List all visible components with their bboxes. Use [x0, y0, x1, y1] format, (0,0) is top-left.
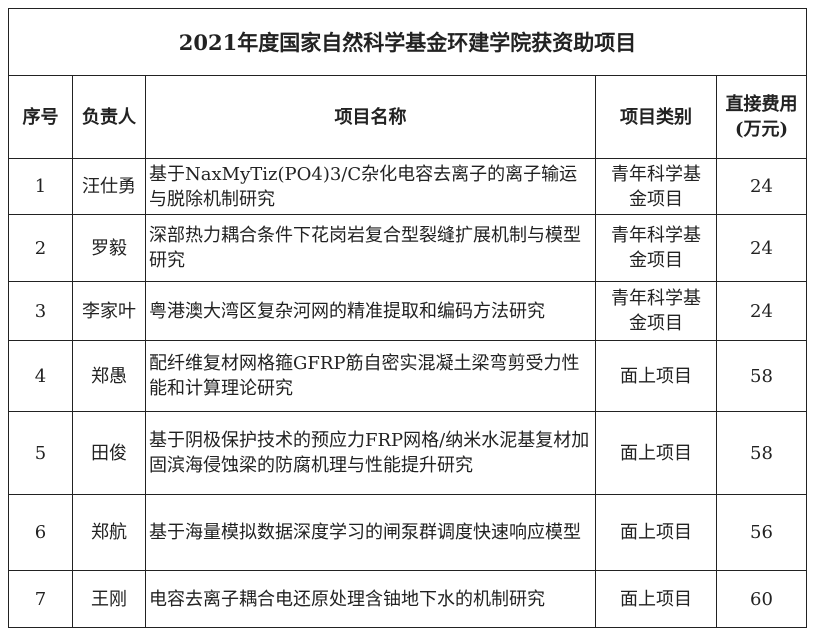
row-category: 面上项目: [595, 494, 717, 571]
header-row: 序号 负责人 项目名称 项目类别 直接费用(万元): [8, 75, 808, 159]
row-funding: 58: [715, 340, 808, 412]
table-row: 6 郑航 基于海量模拟数据深度学习的闸泵群调度快速响应模型 面上项目 56: [8, 494, 808, 571]
row-funding: 56: [715, 494, 808, 571]
row-funding: 24: [715, 281, 808, 341]
row-project-name: 基于海量模拟数据深度学习的闸泵群调度快速响应模型: [145, 494, 596, 571]
row-category: 面上项目: [595, 411, 717, 495]
header-funding: 直接费用(万元): [715, 75, 808, 159]
row-funding: 58: [715, 411, 808, 495]
row-number: 5: [8, 411, 73, 495]
row-leader: 罗毅: [72, 214, 146, 282]
table-row: 7 王刚 电容去离子耦合电还原处理含铀地下水的机制研究 面上项目 60: [8, 570, 808, 628]
row-project-name: 配纤维复材网格箍GFRP筋自密实混凝土梁弯剪受力性能和计算理论研究: [145, 340, 596, 412]
header-leader: 负责人: [72, 75, 146, 159]
row-number: 3: [8, 281, 73, 341]
row-category: 青年科学基金项目: [595, 158, 717, 215]
row-leader: 王刚: [72, 570, 146, 628]
table-row: 5 田俊 基于阴极保护技术的预应力FRP网格/纳米水泥基复材加固滨海侵蚀梁的防腐机理…: [8, 411, 808, 495]
table-title: 2021年度国家自然科学基金环建学院获资助项目: [7, 8, 808, 76]
row-funding: 60: [715, 570, 808, 628]
table-row: 1 汪仕勇 基于NaxMyTiz(PO4)3/C杂化电容去离子的离子输运与脱除机制研…: [8, 158, 808, 215]
row-project-name: 深部热力耦合条件下花岗岩复合型裂缝扩展机制与模型研究: [145, 214, 596, 282]
row-leader: 郑航: [72, 494, 146, 571]
row-leader: 田俊: [72, 411, 146, 495]
header-no: 序号: [8, 75, 73, 159]
table-row: 3 李家叶 粤港澳大湾区复杂河网的精准提取和编码方法研究 青年科学基金项目 24: [8, 281, 808, 341]
row-number: 2: [8, 214, 73, 282]
table-row: 2 罗毅 深部热力耦合条件下花岗岩复合型裂缝扩展机制与模型研究 青年科学基金项目 24: [8, 214, 808, 282]
table-row: 4 郑愚 配纤维复材网格箍GFRP筋自密实混凝土梁弯剪受力性能和计算理论研究 面上项目…: [8, 340, 808, 412]
row-category: 面上项目: [595, 570, 717, 628]
row-project-name: 电容去离子耦合电还原处理含铀地下水的机制研究: [145, 570, 596, 628]
row-leader: 郑愚: [72, 340, 146, 412]
row-category: 青年科学基金项目: [595, 281, 717, 341]
row-project-name: 基于NaxMyTiz(PO4)3/C杂化电容去离子的离子输运与脱除机制研究: [145, 158, 596, 215]
header-category: 项目类别: [595, 75, 717, 159]
row-funding: 24: [715, 158, 808, 215]
row-number: 7: [8, 570, 73, 628]
row-project-name: 粤港澳大湾区复杂河网的精准提取和编码方法研究: [145, 281, 596, 341]
header-name: 项目名称: [145, 75, 596, 159]
funding-table: 2021年度国家自然科学基金环建学院获资助项目 序号 负责人 项目名称 项目类别…: [7, 8, 808, 628]
row-leader: 汪仕勇: [72, 158, 146, 215]
row-project-name: 基于阴极保护技术的预应力FRP网格/纳米水泥基复材加固滨海侵蚀梁的防腐机理与性能…: [145, 411, 596, 495]
row-category: 面上项目: [595, 340, 717, 412]
row-number: 6: [8, 494, 73, 571]
row-leader: 李家叶: [72, 281, 146, 341]
row-number: 1: [8, 158, 73, 215]
row-number: 4: [8, 340, 73, 412]
row-category: 青年科学基金项目: [595, 214, 717, 282]
row-funding: 24: [715, 214, 808, 282]
